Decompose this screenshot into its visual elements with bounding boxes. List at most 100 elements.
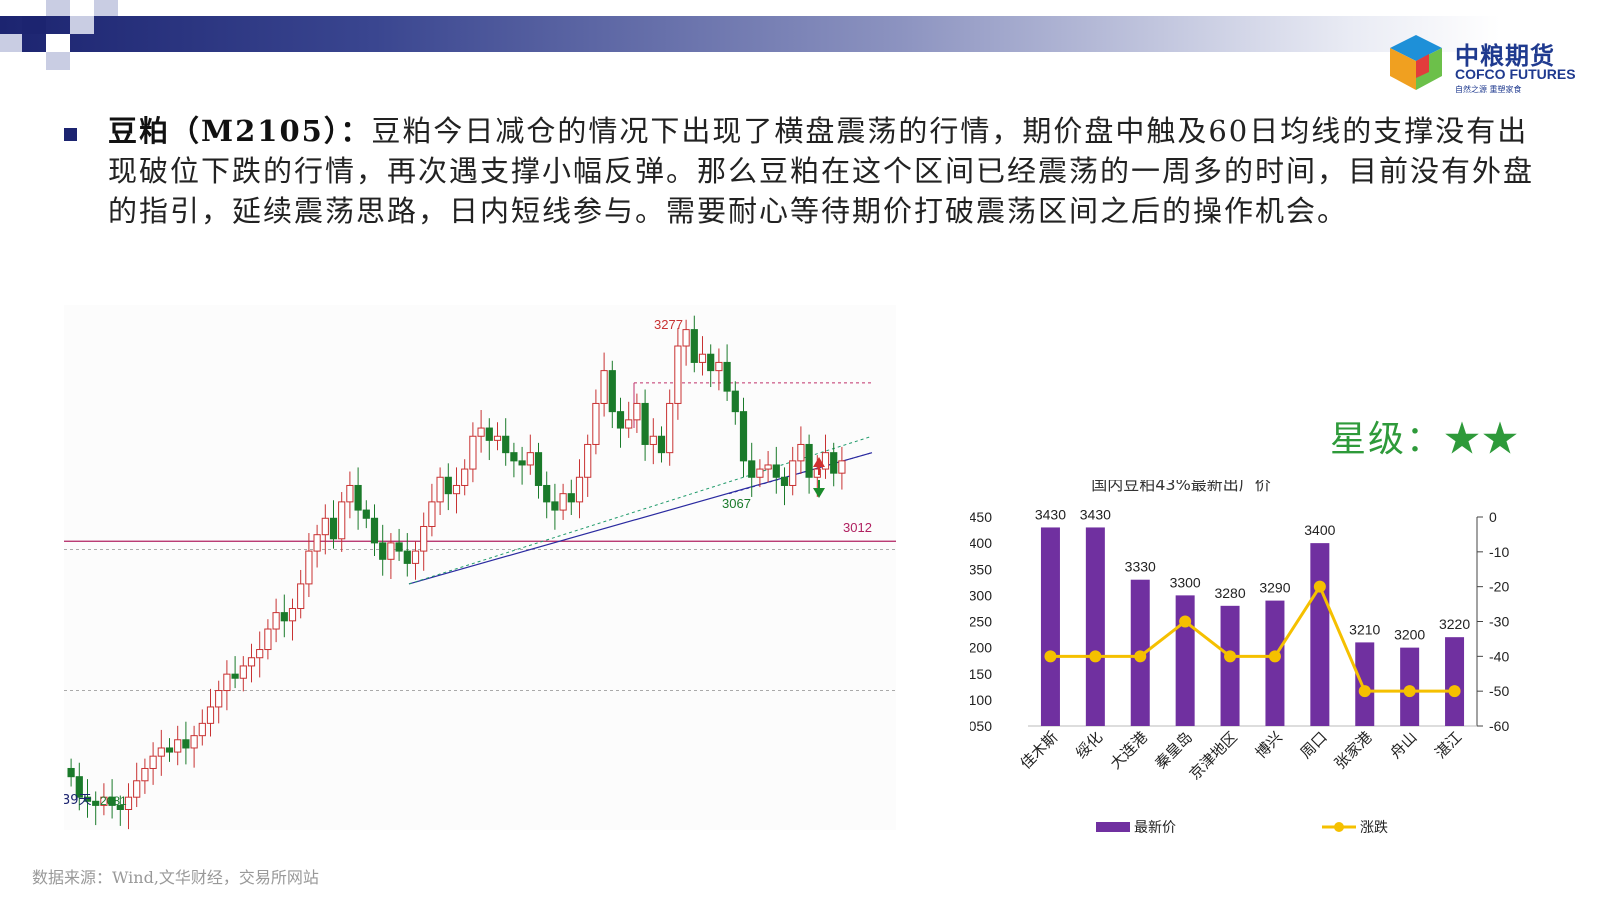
y-tick-label: 3150 [970,666,992,682]
candle-body [362,509,370,519]
candle-body [75,776,83,798]
candle-body [231,673,239,679]
data-source: 数据来源：Wind,文华财经，交易所网站 [32,868,319,887]
candle-body [534,452,543,486]
bar-value-label: 3430 [1080,506,1111,522]
candle-body [707,353,715,372]
candle-body [264,628,272,651]
candle-body [526,452,534,466]
candle-body [190,735,198,749]
x-tick-label: 张家港 [1331,728,1376,773]
y-tick-label: 3300 [970,587,992,603]
candle-body [428,501,436,527]
candle-body [830,452,838,474]
candle-body [698,353,707,363]
days-label: 39天 [64,793,92,808]
candle-body [625,419,633,429]
y2-tick-label: -30 [1489,614,1509,630]
y2-tick-label: -10 [1489,544,1509,560]
candle-body [477,427,485,437]
candle-body [789,460,797,486]
candle-body [838,460,846,474]
candle-body [116,804,124,810]
candle-body [805,443,813,478]
chart-title: 国内豆粕43%最新出厂价 [1091,480,1271,494]
candle-body [469,435,477,470]
bar [1040,527,1060,726]
candle-body [92,800,100,806]
candle-body [379,542,387,560]
candle-body [67,767,75,778]
bar-value-label: 3200 [1394,627,1425,643]
bar [1220,605,1240,726]
candle-body [387,542,395,560]
bar-value-label: 3330 [1125,559,1156,575]
candle-body [723,361,731,392]
candle-body [821,452,830,470]
level-price-label: 3012 [843,520,872,535]
company-logo: 中粮期货 COFCO FUTURES 自然之源 重塑家食 [1385,30,1585,100]
line-point [1179,615,1192,628]
candle-body [575,476,584,503]
candle-body [198,722,206,737]
legend-line-marker [1334,822,1344,832]
header-square [94,0,118,16]
candle-body [444,476,452,495]
candle-body [674,345,682,404]
bar [1310,543,1330,726]
line-point [1403,685,1416,698]
y2-tick-label: -60 [1489,718,1509,734]
header-square [46,34,70,52]
price-chart: 国内豆粕43%最新出厂价 3050 3100 3150 3200 3250 3300 335… [970,480,1509,836]
y2-tick-label: -40 [1489,648,1509,664]
x-tick-label: 博兴 [1252,728,1286,762]
candle-body [739,411,748,462]
analysis-body: 豆粕今日减仓的情况下出现了横盘震荡的行情，期价盘中触及60日均线的支撑没有出现破… [108,114,1535,228]
candle-body [206,706,215,724]
candle-body [256,649,264,659]
candle-body [297,583,305,610]
legend-bar-swatch [1096,822,1130,832]
candle-body [731,390,739,413]
logo-text-cn: 中粮期货 [1455,42,1555,70]
x-tick-label: 周口 [1297,728,1331,762]
candle-body [223,673,231,692]
candle-body [272,612,280,630]
candle-body [797,443,805,462]
candle-body [436,476,444,503]
bar-value-label: 3290 [1259,580,1290,596]
candle-body [395,542,403,552]
x-tick-label: 舟山 [1387,728,1421,762]
candle-body [584,443,592,478]
candle-body [420,525,428,552]
candle-body [108,796,116,806]
down-arrow-icon [813,488,825,498]
candle-body [313,534,321,552]
analysis-paragraph: 豆粕（M2105）：豆粕今日减仓的情况下出现了横盘震荡的行情，期价盘中触及60日… [108,111,1558,231]
candle-body [780,476,789,486]
candle-body [239,665,247,679]
header-square [46,0,70,16]
candle-body [329,517,338,540]
candle-body [461,468,469,486]
line-point [1044,650,1057,663]
low-price-label: 2681 [100,794,127,808]
candlestick-svg: 3277 3067 3012 2681 39天 [62,315,896,830]
line-point [1224,650,1237,663]
candle-body [748,460,756,478]
candle-body [616,411,625,429]
bar [1265,600,1285,726]
candle-body [338,501,346,540]
line-series-path [1050,583,1455,693]
low-mid-price-label: 3067 [722,496,751,511]
candle-body [649,435,657,445]
candle-body [174,739,182,753]
candle-body [502,435,510,454]
y2-tick-label: 0 [1489,509,1497,525]
y-tick-label: 3050 [970,718,992,734]
bar-value-label: 3280 [1214,585,1245,601]
candle-body [100,796,108,806]
analysis-heading: 豆粕（M2105）： [108,114,372,148]
candle-body [756,468,764,478]
candle-body [772,464,780,478]
